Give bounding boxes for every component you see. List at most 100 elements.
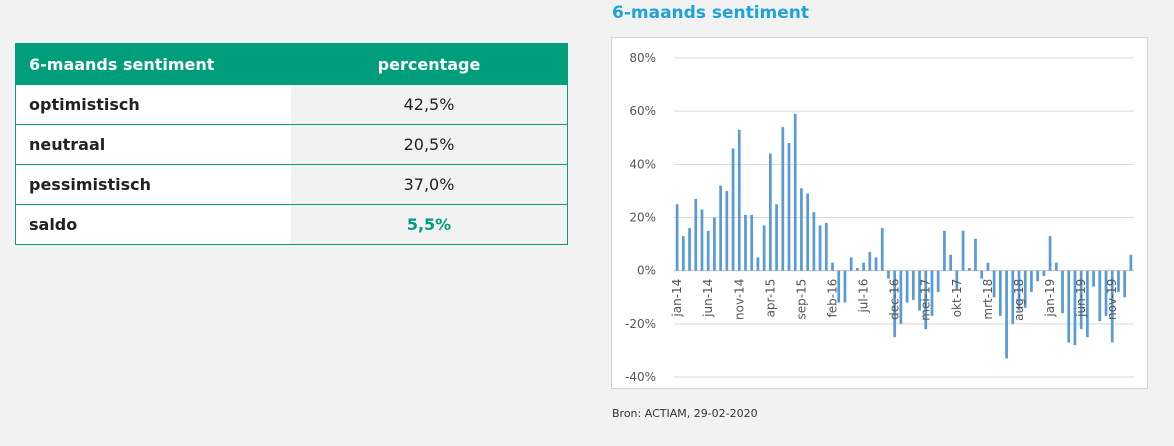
bar-nov-15 <box>812 212 816 271</box>
y-tick-label: 40% <box>629 157 656 171</box>
x-tick-label: jun-14 <box>701 279 715 318</box>
bar-jul-16 <box>862 262 865 271</box>
bar-apr-19 <box>1067 270 1071 343</box>
bar-feb-19 <box>1054 262 1058 271</box>
x-tick-label: jan-19 <box>1043 279 1057 318</box>
bar-aug-16 <box>868 252 872 271</box>
bar-mrt-19 <box>1061 270 1064 314</box>
row-label: neutraal <box>16 125 291 164</box>
bar-jul-18 <box>1011 270 1015 324</box>
y-tick-label: 20% <box>629 211 656 225</box>
bar-sep-17 <box>949 254 952 271</box>
y-tick-label: 60% <box>629 104 656 118</box>
bar-jun-14 <box>706 230 710 271</box>
bar-mei-18 <box>998 270 1002 316</box>
bar-jan-19 <box>1048 236 1052 271</box>
header-value: percentage <box>291 44 567 84</box>
bar-apr-15 <box>768 153 772 271</box>
row-label: pessimistisch <box>16 165 291 204</box>
table-row: pessimistisch 37,0% <box>16 164 567 204</box>
bar-nov-18 <box>1036 270 1040 282</box>
bar-jun-16 <box>856 268 859 271</box>
x-tick-label: sep-15 <box>794 279 808 320</box>
bar-apr-17 <box>918 270 921 311</box>
bar-mrt-14 <box>688 228 691 271</box>
bar-jul-15 <box>787 143 791 271</box>
x-tick-label: apr-15 <box>763 279 777 318</box>
x-tick-label: feb-16 <box>826 279 840 318</box>
bar-jan-14 <box>675 204 679 271</box>
bar-jul-17 <box>936 270 940 292</box>
table-row: neutraal 20,5% <box>16 124 567 164</box>
bar-jan-16 <box>824 222 828 271</box>
bar-jun-15 <box>781 127 785 271</box>
row-value: 37,0% <box>291 165 567 204</box>
bar-mei-17 <box>924 270 928 330</box>
bar-mrt-17 <box>911 270 915 300</box>
bar-okt-16 <box>880 228 884 271</box>
bar-dec-15 <box>818 225 822 271</box>
bar-jan-17 <box>899 270 903 324</box>
bar-aug-14 <box>719 185 722 271</box>
bar-feb-18 <box>980 270 984 279</box>
bar-aug-18 <box>1017 270 1021 311</box>
y-tick-label: 80% <box>629 51 656 65</box>
bar-jun-19 <box>1079 270 1083 330</box>
bar-apr-14 <box>694 198 698 271</box>
y-tick-label: -20% <box>625 317 656 331</box>
bar-mei-16 <box>849 257 853 271</box>
bar-apr-16 <box>843 270 847 303</box>
x-tick-label: jul-16 <box>857 279 871 314</box>
bar-mrt-18 <box>986 262 990 271</box>
table-header-row: 6-maands sentiment percentage <box>16 44 567 84</box>
bar-sep-16 <box>874 257 878 271</box>
bar-jun-17 <box>930 270 934 316</box>
bar-mei-15 <box>775 204 778 271</box>
bar-dec-14 <box>744 214 747 271</box>
bar-dec-16 <box>893 270 897 338</box>
row-value: 20,5% <box>291 125 567 164</box>
bar-dec-18 <box>1042 270 1046 276</box>
bar-jan-18 <box>974 238 977 271</box>
y-tick-label: -40% <box>625 370 656 384</box>
y-tick-label: 0% <box>637 264 656 278</box>
bar-okt-17 <box>955 270 959 290</box>
bar-aug-19 <box>1092 270 1095 287</box>
x-tick-label: jun-19 <box>1074 279 1088 318</box>
bar-apr-18 <box>992 270 996 298</box>
bar-mrt-15 <box>762 225 766 271</box>
sentiment-table: 6-maands sentiment percentage optimistis… <box>15 43 568 245</box>
x-tick-label: dec-16 <box>888 279 902 320</box>
bar-nov-17 <box>961 230 965 271</box>
bar-sep-19 <box>1098 270 1102 322</box>
x-tick-label: mrt-18 <box>981 279 995 320</box>
bar-feb-16 <box>831 262 834 271</box>
x-tick-label: aug-18 <box>1012 279 1026 321</box>
bar-feb-15 <box>756 257 760 271</box>
row-label: saldo <box>16 205 291 244</box>
row-label: optimistisch <box>16 85 291 124</box>
row-value: 42,5% <box>291 85 567 124</box>
bar-mei-14 <box>700 209 704 271</box>
bar-mrt-16 <box>837 270 841 303</box>
chart-panel: 80% 60% 40% 20% 0% -20% -40% jan-14 jun-14 nov-14… <box>611 37 1148 389</box>
bar-jun-18 <box>1005 270 1008 359</box>
bar-feb-14 <box>681 236 685 271</box>
table-row: optimistisch 42,5% <box>16 84 567 124</box>
sentiment-bar-chart: 80% 60% 40% 20% 0% -20% -40% jan-14 jun-14 nov-14… <box>625 51 1134 384</box>
x-tick-label: nov-19 <box>1105 279 1119 320</box>
bar-dec-19 <box>1117 270 1120 292</box>
bar-okt-19 <box>1104 270 1108 316</box>
bar-jul-19 <box>1086 270 1089 338</box>
bar-aug-17 <box>943 230 946 271</box>
table-row: saldo 5,5% <box>16 204 567 244</box>
x-tick-label: jan-14 <box>670 279 684 318</box>
bar-sep-18 <box>1023 270 1027 308</box>
saldo-value: 5,5% <box>291 205 567 244</box>
header-label: 6-maands sentiment <box>16 44 291 84</box>
bar-okt-18 <box>1030 270 1033 292</box>
bar-okt-14 <box>731 148 735 271</box>
bar-nov-19 <box>1110 270 1114 343</box>
bar-aug-15 <box>793 113 797 271</box>
bar-mei-19 <box>1073 270 1077 346</box>
